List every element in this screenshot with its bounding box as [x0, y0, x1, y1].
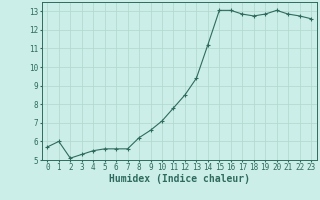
X-axis label: Humidex (Indice chaleur): Humidex (Indice chaleur)	[109, 174, 250, 184]
